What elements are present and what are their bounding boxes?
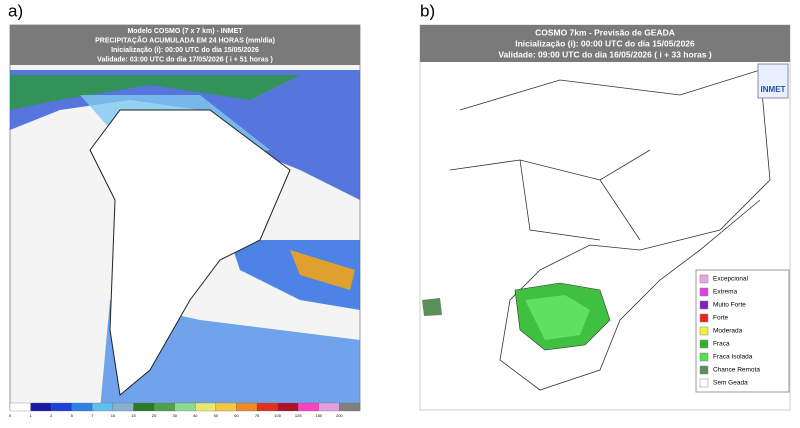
colorbar-label: 20 <box>152 413 157 418</box>
colorbar-label: 50 <box>214 413 219 418</box>
precip-map <box>9 24 361 411</box>
header-box <box>420 25 790 62</box>
legend-swatch <box>699 313 709 323</box>
colorbar-label: 5 <box>71 413 74 418</box>
legend-swatch <box>699 300 709 310</box>
legend-label: Chance Remota <box>713 367 760 374</box>
colorbar-swatch <box>153 402 175 412</box>
header-box <box>10 25 360 65</box>
panel-label: a) <box>8 1 23 20</box>
legend-label: Fraca <box>713 341 730 348</box>
colorbar-swatch <box>112 402 134 412</box>
legend-label: Excepcional <box>713 276 749 283</box>
legend-box <box>695 269 790 393</box>
colorbar-swatch <box>9 402 31 412</box>
legend-label: Muito Forte <box>713 302 746 309</box>
colorbar-swatch <box>318 402 340 412</box>
header-line: Validade: 09:00 UTC do dia 16/05/2026 ( … <box>498 49 711 59</box>
colorbar-label: 2 <box>50 413 53 418</box>
header-line: Validade: 03:00 UTC do dia 17/05/2026 ( … <box>97 56 273 63</box>
legend-label: Sem Geada <box>713 380 748 387</box>
colorbar-swatch <box>236 402 258 412</box>
legend-swatch <box>699 339 709 349</box>
colorbar-label: 1 <box>29 413 32 418</box>
colorbar-label: 100 <box>274 413 281 418</box>
legend-label: Forte <box>713 315 729 322</box>
colorbar-swatch <box>30 402 52 412</box>
legend-swatch <box>699 326 709 336</box>
header: COSMO 7km - Previsão de GEADAInicializaç… <box>498 27 711 59</box>
legend-swatch <box>699 274 709 284</box>
colorbar-swatch <box>339 402 361 412</box>
colorbar-label: 125 <box>295 413 302 418</box>
logo-box <box>757 63 789 99</box>
colorbar-label: 60 <box>234 413 239 418</box>
logo: INMET <box>761 85 786 94</box>
colorbar-swatch <box>51 402 72 412</box>
header-line: COSMO 7km - Previsão de GEADA <box>535 27 675 37</box>
colorbar-label: 15 <box>131 413 136 418</box>
colorbar-label: 7 <box>91 413 94 418</box>
colorbar-swatch <box>215 402 237 412</box>
colorbar-swatch <box>71 402 93 412</box>
header: Modelo COSMO (7 x 7 km) - INMETPRECIPITA… <box>95 28 275 64</box>
colorbar-swatch <box>256 402 278 412</box>
colorbar-swatch <box>133 402 155 412</box>
header-line: PRECIPITAÇÃO ACUMULADA EM 24 HORAS (mm/d… <box>95 35 275 44</box>
colorbar-label: 200 <box>336 413 343 418</box>
colorbar-label: 40 <box>193 413 198 418</box>
colorbar-swatch <box>298 402 319 412</box>
legend-swatch <box>699 365 709 375</box>
legend-label: Extrema <box>713 289 738 296</box>
colorbar-label: 0 <box>9 413 12 418</box>
colorbar-swatch <box>195 402 217 412</box>
colorbar-swatch <box>92 402 114 412</box>
colorbar: 0 1 2 5 7 10 15 20 30 40 50 60 75 100 125 150 200 <box>9 402 361 418</box>
header-line: Modelo COSMO (7 x 7 km) - INMET <box>127 28 243 35</box>
colorbar-swatch <box>277 402 299 412</box>
colorbar-label: 75 <box>255 413 260 418</box>
legend-swatch <box>699 287 709 297</box>
legend-label: Fraca Isolada <box>713 354 753 361</box>
colorbar-label: 10 <box>111 413 116 418</box>
header-line: Inicialização (i): 00:00 UTC do dia 15/0… <box>111 47 259 54</box>
legend: Excepcional Extrema Muito Forte Forte Modera… <box>699 274 760 388</box>
header-line: Inicialização (i): 00:00 UTC do dia 15/0… <box>515 38 695 48</box>
colorbar-label: 150 <box>315 413 322 418</box>
panel-label: b) <box>420 1 435 20</box>
colorbar-label: 30 <box>172 413 177 418</box>
legend-swatch <box>699 352 709 362</box>
legend-swatch <box>699 378 709 388</box>
colorbar-swatch <box>174 402 196 412</box>
legend-label: Moderada <box>713 328 743 335</box>
